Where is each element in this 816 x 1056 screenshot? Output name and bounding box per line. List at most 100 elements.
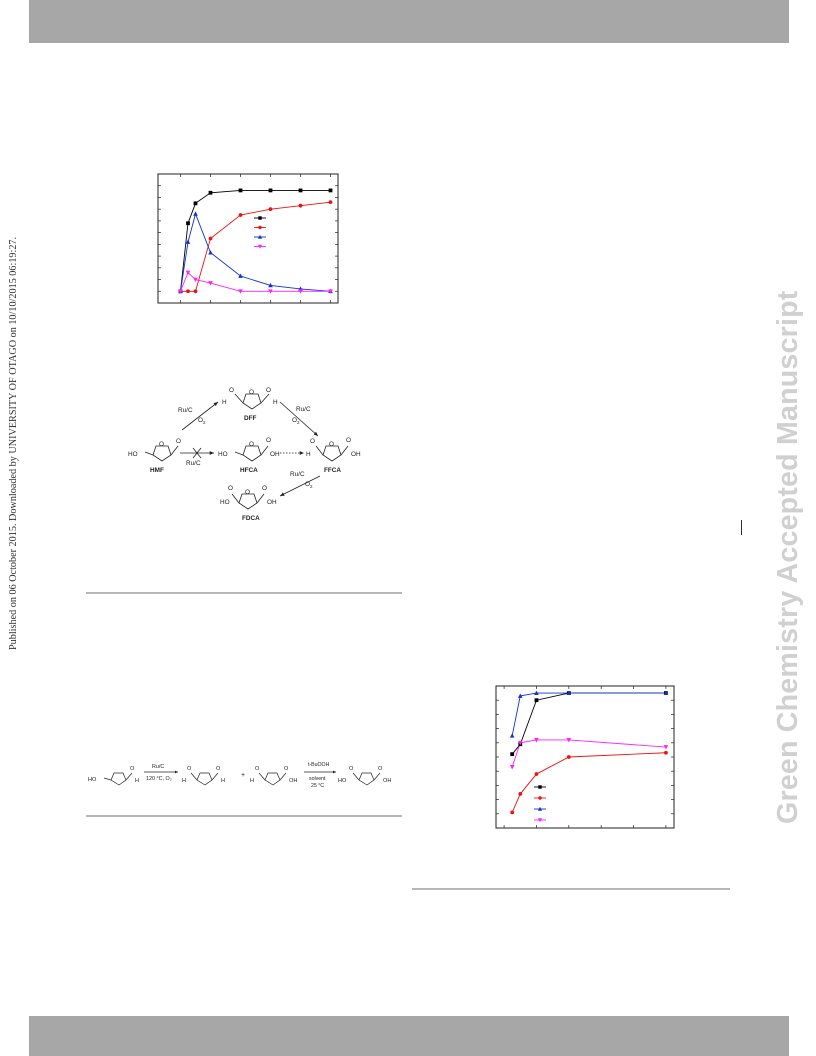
hmf-ring-o: O [159, 441, 164, 448]
dff-h-right: H [273, 399, 278, 406]
hfca-o: O [266, 437, 271, 444]
text-cursor [741, 520, 742, 535]
ffca-h: H [306, 451, 311, 458]
dff-ring-o: O [249, 389, 254, 396]
fdca-structure: O HO O O OH FDCA [220, 485, 277, 522]
chart-2-ticks [496, 686, 674, 828]
data-point [510, 752, 515, 757]
data-point [268, 188, 273, 193]
data-point [238, 273, 243, 278]
ffca-o-left: O [310, 438, 315, 445]
data-point [328, 188, 333, 193]
series-line [180, 189, 331, 292]
ffca-structure: O H O O OH FFCA [306, 437, 361, 474]
arrow-ffca-fdca-o2: O [305, 481, 310, 488]
legend-marker [258, 225, 262, 230]
header-band [29, 0, 789, 43]
fdca-o-right: O [262, 485, 267, 492]
data-point [208, 236, 213, 241]
arrow-ffca-fdca [279, 475, 321, 497]
data-point [298, 289, 303, 294]
hmf-label: HMF [150, 467, 164, 474]
hmf-structure: HO O O HMF [128, 438, 181, 474]
s2-dff-structure: O H O H [182, 766, 225, 786]
s2-dff-o-right: O [216, 766, 221, 772]
s2-ffca-oh: OH [289, 778, 297, 784]
data-point [186, 221, 190, 226]
scheme-2: HO O H Ru/C 120 °C, O₂ O H O H + O H O O… [88, 762, 391, 789]
legend-marker [258, 216, 262, 220]
s2-ffca-o-right: O [284, 766, 289, 772]
data-point [510, 810, 515, 815]
scheme-1: O H O O H DFF HO O O HMF HO O O OH HFCA … [128, 387, 361, 522]
legend-marker [537, 818, 543, 823]
chart-1-markers [178, 188, 333, 294]
arrow-ffca-fdca-o2-sub: 2 [310, 484, 313, 489]
data-point [566, 690, 572, 695]
data-point [186, 289, 190, 294]
arrow-dff-ffca [279, 401, 319, 437]
legend-marker [537, 806, 543, 811]
data-point [534, 690, 539, 695]
data-point [566, 755, 571, 759]
fdca-ho: HO [220, 499, 230, 506]
data-point [268, 207, 273, 212]
data-point [517, 740, 523, 746]
chart-1-frame [157, 173, 339, 304]
data-point [268, 289, 273, 294]
fdca-oh: OH [267, 499, 277, 506]
s2-hmf-ho: HO [88, 777, 97, 783]
data-point [298, 188, 303, 193]
data-point [663, 745, 669, 750]
chart-1-legend [254, 216, 266, 249]
dff-label: DFF [244, 415, 257, 422]
data-point [185, 270, 191, 276]
arrow-dff-ffca-o2: O [292, 417, 297, 424]
s2-plus: + [241, 772, 245, 779]
data-point [298, 203, 303, 208]
s2-dff-o-left: O [187, 766, 192, 772]
arrow-hmf-dff [181, 401, 219, 431]
fdca-label: FDCA [242, 515, 260, 522]
dff-h-left: H [222, 399, 227, 406]
s2-ffca-structure: O H O OH [250, 766, 297, 786]
series-line [180, 212, 331, 292]
series-line [511, 752, 666, 813]
hfca-ho: HO [218, 451, 228, 458]
ffca-ring-o: O [329, 441, 334, 448]
dff-o-left: O [229, 387, 234, 394]
hmf-o: O [176, 438, 181, 445]
arrow-dff-ffca-catalyst: Ru/C [296, 406, 311, 413]
data-point [509, 765, 515, 770]
s2-step2-oxidant: t-BuOOH [308, 762, 330, 768]
s2-step2-solvent: solvent [309, 776, 326, 782]
data-point [517, 693, 523, 698]
arrow-hmf-dff-catalyst: Ru/C [178, 407, 193, 414]
data-point [193, 201, 198, 206]
s2-fdca-o-right: O [378, 766, 383, 772]
data-point [534, 772, 539, 776]
chart-1-ticks [158, 174, 338, 303]
fdca-o-left: O [228, 485, 233, 492]
arrow-hmf-hfca-catalyst: Ru/C [186, 460, 201, 467]
data-point [193, 211, 198, 216]
data-point [534, 738, 539, 743]
arrow-ffca-fdca-catalyst: Ru/C [290, 471, 305, 478]
data-point [185, 239, 191, 244]
footer-band [29, 1016, 789, 1056]
chart-2-series [511, 692, 666, 813]
data-point [534, 698, 539, 703]
arrow-hmf-dff-o2-sub: 2 [203, 420, 206, 425]
hfca-structure: HO O O OH HFCA [218, 437, 280, 474]
download-notice: Published on 06 October 2015. Downloaded… [8, 236, 19, 650]
s2-step2-temp: 25 °C [311, 783, 324, 789]
chart-2-frame [495, 685, 675, 829]
hfca-ring-o: O [249, 441, 254, 448]
legend-marker [257, 244, 263, 249]
s2-hmf-o: O [130, 766, 135, 772]
data-point [238, 213, 243, 217]
s2-ffca-o-left: O [255, 766, 260, 772]
data-point [238, 188, 243, 193]
data-point [328, 289, 333, 294]
section-rule [86, 592, 402, 594]
